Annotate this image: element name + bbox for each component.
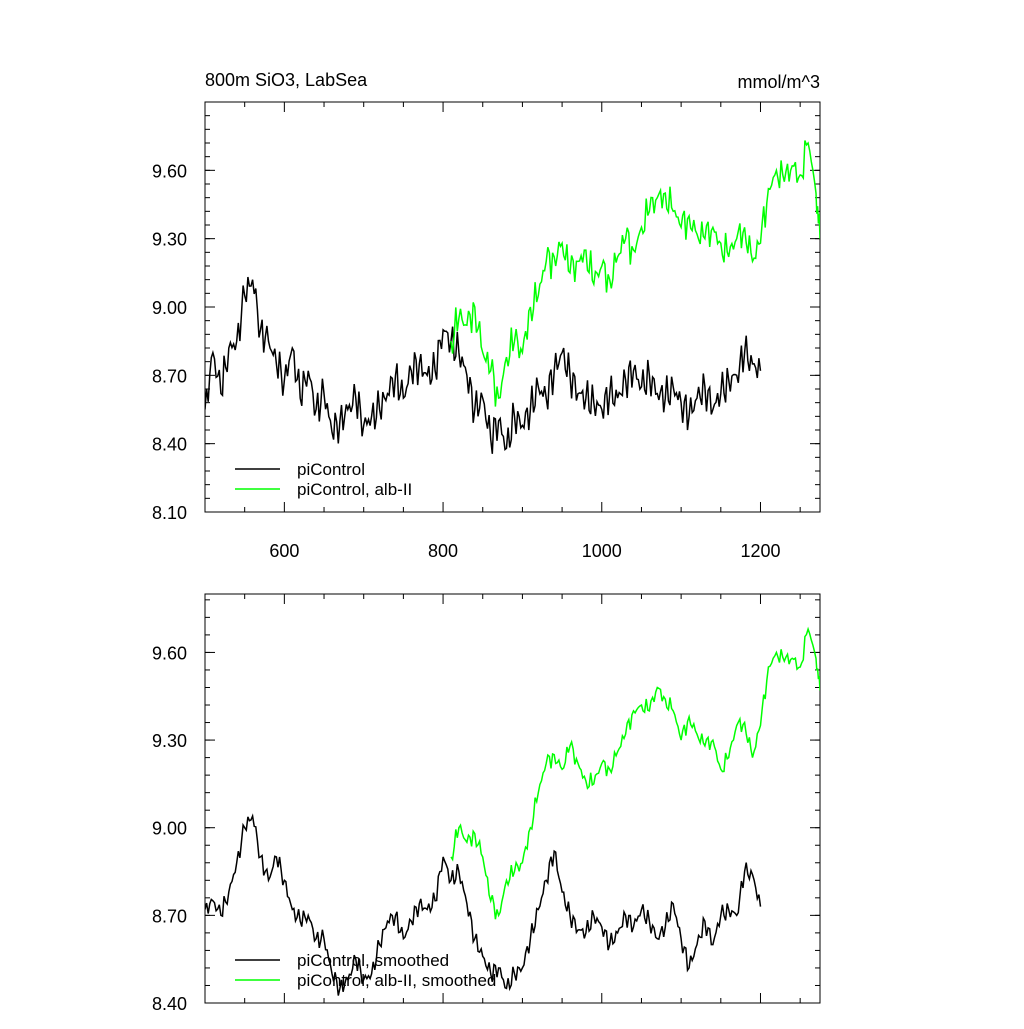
x-tick-label: 800 [428,541,458,561]
y-tick-label: 9.60 [152,161,187,181]
y-tick-label: 9.00 [152,819,187,839]
legend-label: piControl, alb-II, smoothed [297,971,496,990]
y-tick-label: 9.00 [152,298,187,318]
series-line-picontrol [205,813,762,996]
legend-label: piControl, smoothed [297,951,449,970]
legend-label: piControl, alb-II [297,480,412,499]
y-tick-label: 8.10 [152,503,187,523]
top-panel: 600 800 1000 1200 8.10 8.40 8.70 9.00 9.30 9.60 80… [152,70,821,561]
series-line-alb-ii [450,626,820,920]
y-tick-label: 9.30 [152,731,187,751]
plot-frame [204,593,821,1004]
y-tick-label: 8.40 [152,435,187,455]
bottom-panel: 8.40 8.70 9.00 9.30 9.60 piControl, smoothedp… [152,593,821,1014]
series-line-picontrol [205,276,762,454]
x-tick-label: 1000 [582,541,622,561]
y-tick-label: 9.30 [152,230,187,250]
y-tick-label: 9.60 [152,643,187,663]
y-tick-label: 8.40 [152,994,187,1014]
x-tick-label: 1200 [740,541,780,561]
y-tick-label: 8.70 [152,906,187,926]
y-tick-label: 8.70 [152,366,187,386]
plot-frame [204,101,821,513]
x-tick-label: 600 [269,541,299,561]
legend-label: piControl [297,460,365,479]
chart-title: 800m SiO3, LabSea [205,70,368,90]
series-line-alb-ii [450,140,820,407]
chart-units: mmol/m^3 [738,72,820,92]
